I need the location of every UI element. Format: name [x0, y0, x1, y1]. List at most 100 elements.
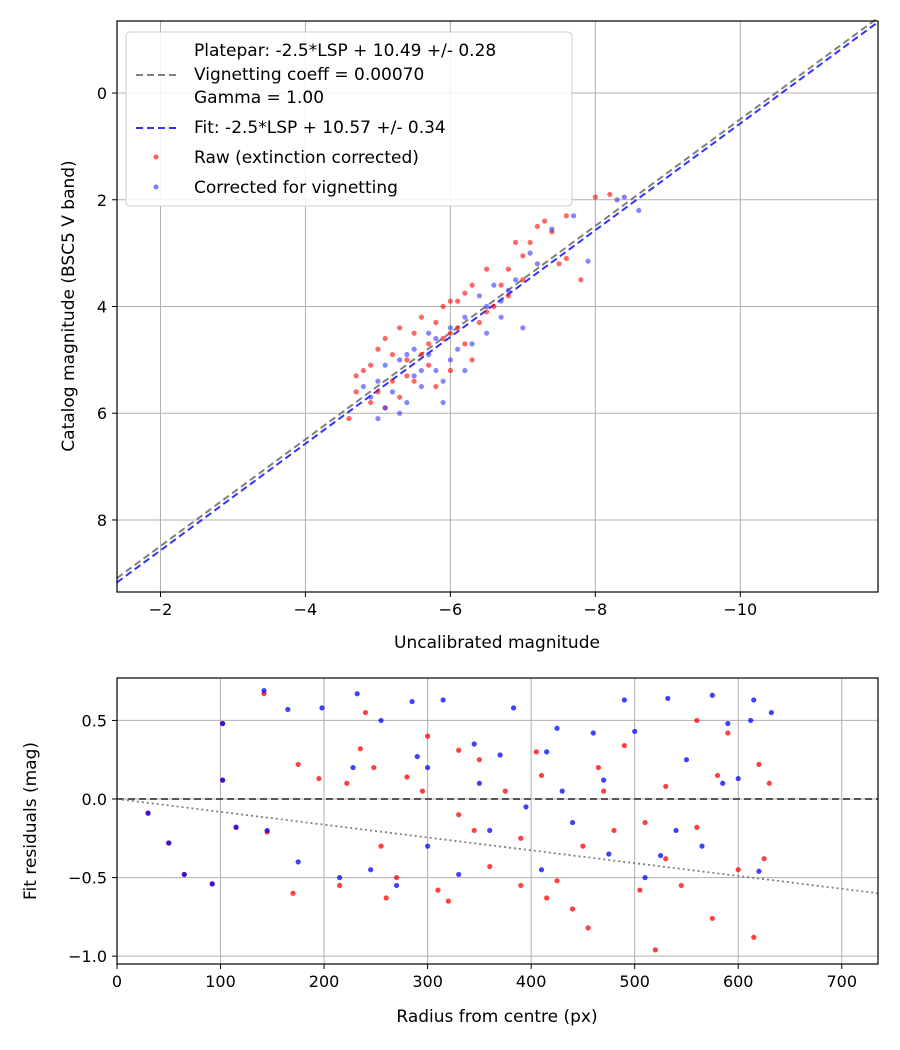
top-fit-line: [116, 21, 879, 584]
bottom-point-corrected: [590, 730, 596, 736]
top-point-corrected: [433, 335, 439, 342]
top-point-corrected: [382, 405, 388, 411]
top-fit-lines: [116, 16, 879, 584]
bottom-point-corrected: [233, 824, 239, 830]
top-x-tick-label: −8: [584, 600, 608, 619]
bottom-point-corrected: [748, 717, 754, 724]
top-point-corrected: [585, 258, 591, 264]
bottom-point-raw: [502, 788, 508, 794]
bottom-point-raw: [316, 775, 322, 782]
top-x-tick-label: −2: [149, 600, 173, 619]
top-point-raw: [476, 319, 482, 326]
bottom-x-tick-label: 200: [309, 972, 340, 991]
top-point-raw: [368, 362, 374, 368]
bottom-point-corrected: [456, 871, 462, 878]
top-point-corrected: [505, 287, 511, 294]
bottom-point-raw: [518, 835, 524, 841]
bottom-point-corrected: [601, 777, 607, 783]
top-x-axis-label: Uncalibrated magnitude: [394, 633, 600, 653]
bottom-point-raw: [544, 895, 550, 901]
legend-corrected-marker: [153, 184, 159, 190]
top-point-corrected: [404, 351, 410, 358]
top-point-raw: [404, 357, 410, 363]
top-point-corrected: [426, 330, 432, 336]
top-y-tick-label: 6: [97, 404, 107, 423]
bottom-point-corrected: [720, 780, 726, 786]
bottom-point-raw: [456, 812, 462, 818]
bottom-point-raw: [642, 819, 648, 826]
top-point-raw: [418, 314, 424, 320]
legend-vignetting-coeff: Vignetting coeff = 0.00070: [194, 65, 424, 85]
top-point-corrected: [498, 314, 504, 320]
bottom-point-raw: [357, 746, 363, 752]
top-point-raw: [484, 309, 490, 315]
top-point-raw: [397, 394, 403, 400]
bottom-point-raw: [580, 843, 586, 849]
top-y-tick-label: 4: [97, 298, 107, 317]
bottom-y-tick-label: 0.0: [82, 790, 107, 809]
bottom-point-raw: [725, 730, 731, 736]
top-point-corrected: [469, 341, 475, 347]
bottom-grid: [116, 678, 878, 964]
bottom-point-raw: [476, 757, 482, 763]
bottom-point-raw: [569, 906, 576, 912]
top-point-corrected: [549, 226, 555, 232]
top-point-corrected: [462, 367, 468, 374]
top-point-corrected: [397, 357, 403, 363]
bottom-point-raw: [637, 887, 643, 893]
bottom-point-raw: [295, 761, 301, 768]
top-point-corrected: [426, 351, 432, 358]
top-point-raw: [469, 357, 475, 363]
top-point-corrected: [636, 207, 642, 214]
bottom-point-corrected: [295, 859, 301, 865]
top-point-raw: [556, 261, 562, 267]
bottom-x-tick-label: 700: [826, 972, 857, 991]
bottom-point-raw: [533, 749, 539, 755]
bottom-point-raw: [362, 709, 369, 716]
top-platepar-line: [116, 16, 879, 579]
top-point-corrected: [484, 303, 490, 310]
top-point-raw: [411, 330, 417, 336]
top-point-corrected: [455, 346, 461, 352]
top-point-corrected: [520, 325, 526, 331]
top-point-raw: [520, 277, 526, 283]
top-point-raw: [563, 213, 569, 219]
top-point-raw: [382, 335, 388, 342]
top-point-raw: [418, 351, 424, 358]
bottom-point-corrected: [261, 687, 267, 694]
top-point-corrected: [375, 378, 381, 384]
top-point-raw: [426, 341, 432, 347]
bottom-point-raw: [425, 733, 431, 739]
top-point-raw: [534, 223, 540, 230]
bottom-point-raw: [383, 895, 389, 901]
top-point-raw: [447, 330, 453, 336]
bottom-point-raw: [344, 780, 350, 786]
bottom-point-raw: [709, 915, 715, 922]
bottom-point-raw: [445, 898, 451, 904]
bottom-point-raw: [678, 882, 684, 889]
top-y-axis-label: Catalog magnitude (BSC5 V band): [59, 160, 79, 451]
top-point-raw: [397, 325, 403, 331]
bottom-point-raw: [554, 878, 560, 884]
top-point-raw: [389, 378, 396, 384]
top-point-raw: [462, 341, 468, 347]
bottom-point-raw: [404, 774, 410, 780]
top-point-raw: [491, 303, 497, 310]
top-point-raw: [368, 399, 374, 406]
bottom-x-tick-label: 300: [412, 972, 443, 991]
legend-raw: Raw (extinction corrected): [194, 148, 419, 168]
bottom-point-raw: [518, 882, 524, 889]
top-point-raw: [440, 303, 446, 310]
bottom-point-corrected: [368, 867, 374, 873]
top-point-raw: [505, 266, 511, 272]
bottom-point-raw: [735, 867, 741, 873]
top-point-raw: [346, 415, 352, 422]
bottom-point-raw: [487, 863, 493, 870]
top-point-corrected: [404, 399, 410, 406]
bottom-y-tick-label: 0.5: [82, 711, 107, 730]
bottom-reference-lines: [116, 798, 879, 895]
bottom-point-raw: [393, 874, 400, 881]
bottom-point-raw: [766, 780, 772, 786]
bottom-point-raw: [751, 934, 757, 940]
